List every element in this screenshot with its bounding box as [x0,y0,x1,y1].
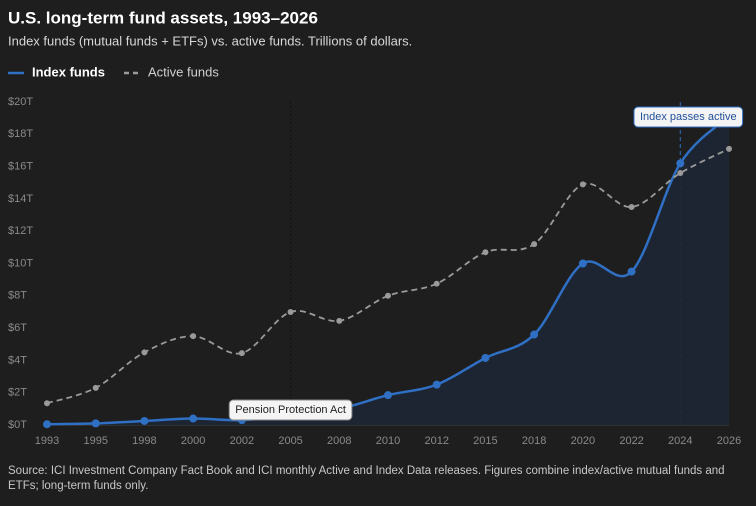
point [287,308,294,315]
point [578,259,587,268]
area [47,116,729,425]
point [189,414,198,423]
y-tick-label: $2T [8,387,27,399]
x-tick-label: 1993 [35,435,59,447]
x-tick-label: 2002 [230,435,254,447]
x-tick-label: 2020 [571,435,595,447]
point [336,317,343,324]
y-tick-label: $12T [8,225,33,237]
point [627,267,636,276]
y-tick-label: $16T [8,161,33,173]
annotation-box [633,106,744,128]
point [141,349,148,356]
y-tick-label: $20T [8,96,33,108]
point [384,391,392,400]
y-tick-label: $4T [8,354,27,366]
y-tick-label: $6T [8,322,27,334]
source-note: Source: ICI Investment Company Fact Book… [8,465,725,492]
x-tick-label: 2024 [668,435,692,447]
legend-label: Index funds [32,64,105,79]
point [91,419,100,428]
point [677,170,684,177]
point [628,203,635,210]
point [190,333,197,340]
annotation-label: Index passes active [640,111,737,123]
point [92,384,99,391]
x-tick-label: 1998 [132,435,156,447]
x-tick-label: 1995 [83,435,107,447]
x-tick-label: 2010 [376,435,400,447]
point [676,159,685,168]
x-tick-label: 2008 [327,435,351,447]
point [433,280,440,287]
chart-title: U.S. long-term fund assets, 1993–2026 [8,8,318,27]
annotation-box [228,399,353,421]
x-tick-label: 2012 [424,435,448,447]
point [579,181,586,188]
point [432,380,441,389]
x-tick-label: 2015 [473,435,497,447]
x-tick-label: 2005 [278,435,302,447]
point [726,145,732,152]
point [531,241,538,248]
y-tick-label: $18T [8,128,33,140]
x-tick-label: 2026 [717,435,741,447]
y-tick-label: $8T [8,290,27,302]
y-tick-label: $0T [8,419,27,431]
y-tick-label: $14T [8,193,33,205]
point [140,416,149,425]
x-tick-label: 2000 [181,435,205,447]
annotation: Index passes active [633,106,744,128]
x-tick-label: 2022 [619,435,643,447]
point [481,353,490,362]
point [385,292,391,299]
annotation-label: Pension Protection Act [235,404,346,416]
point [44,400,50,407]
chart-subtitle: Index funds (mutual funds + ETFs) vs. ac… [8,33,412,48]
annotation: Pension Protection Act [228,399,353,421]
point [238,350,245,357]
x-tick-label: 2018 [522,435,546,447]
legend-label: Active funds [148,64,219,79]
point [43,420,51,429]
y-tick-label: $10T [8,257,33,269]
point [482,249,489,256]
point [530,330,539,339]
